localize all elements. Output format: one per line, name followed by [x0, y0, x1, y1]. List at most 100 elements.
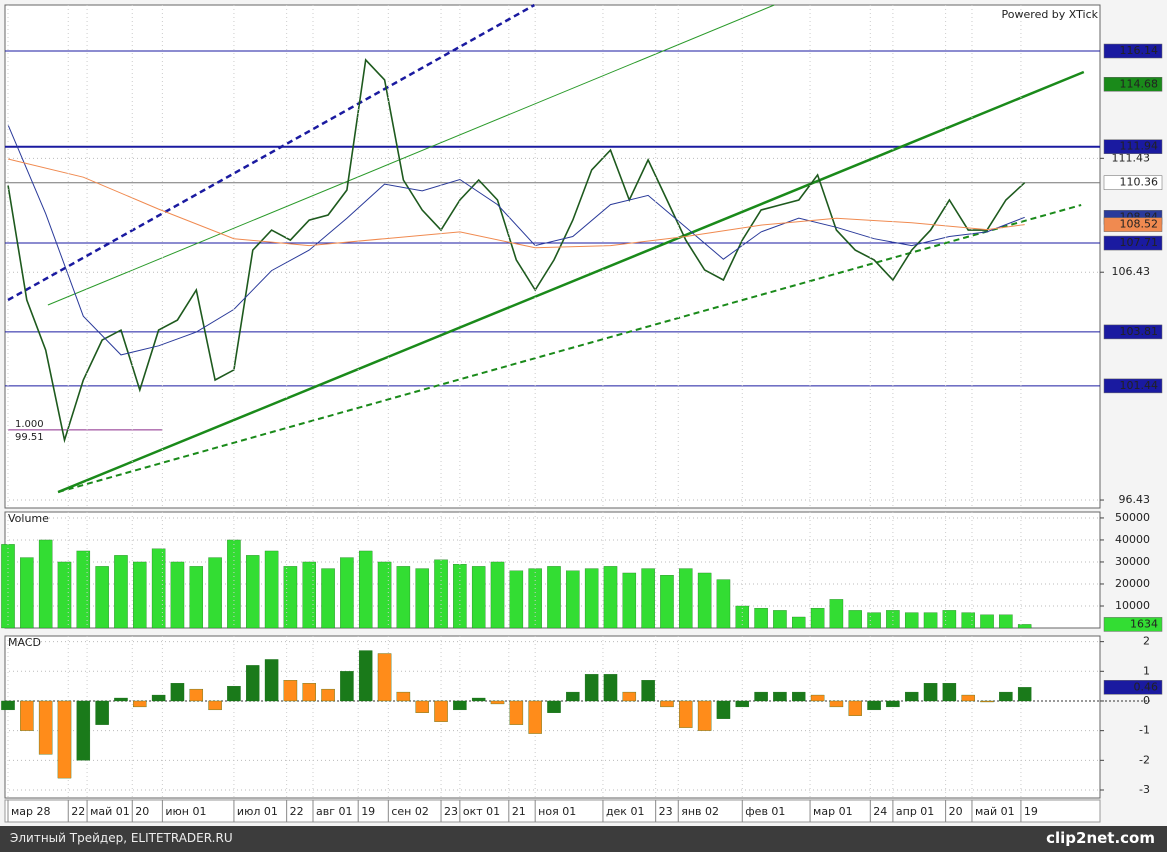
y-tick-label: -3	[1139, 783, 1150, 796]
y-tick-label: -2	[1139, 753, 1150, 766]
x-tick-label: июн 01	[165, 805, 206, 818]
bar	[490, 700, 505, 705]
price-box-label: 101.44	[1120, 379, 1159, 392]
price-box-label: 103.81	[1120, 325, 1159, 338]
bar	[377, 653, 392, 702]
price-box-label: 111.94	[1120, 140, 1159, 153]
y-tick-label: 20000	[1115, 577, 1150, 590]
x-axis-area	[4, 799, 1101, 823]
bar	[961, 612, 975, 629]
x-tick-label: мар 01	[813, 805, 853, 818]
bar	[716, 579, 731, 629]
bar	[38, 539, 53, 629]
bar	[358, 550, 373, 629]
y-tick-label: 10000	[1115, 599, 1150, 612]
bar	[396, 566, 411, 629]
bar	[999, 614, 1013, 629]
bar	[95, 566, 109, 629]
macd-panel	[4, 635, 1101, 799]
bar	[471, 697, 486, 702]
bar	[697, 572, 712, 629]
bar	[867, 700, 881, 711]
bar	[904, 612, 919, 629]
x-tick-label: окт 01	[463, 805, 500, 818]
bar	[566, 691, 580, 702]
bar	[133, 700, 147, 708]
bar	[942, 683, 957, 702]
bar	[547, 566, 561, 629]
bar	[584, 568, 599, 629]
bar	[76, 700, 91, 761]
x-tick-label: 21	[512, 805, 526, 818]
bar	[679, 568, 693, 629]
last-value-label: 0.46	[1134, 680, 1159, 693]
x-tick-label: янв 02	[681, 805, 719, 818]
footer: Элитный Трейдер, ELITETRADER.RU clip2net…	[0, 826, 1167, 852]
bar	[321, 688, 335, 702]
y-tick-label: 40000	[1115, 533, 1150, 546]
bar	[679, 700, 693, 728]
bar	[283, 680, 298, 702]
x-tick-label: авг 01	[316, 805, 353, 818]
site-name: Элитный Трейдер, ELITETRADER.RU	[10, 831, 233, 845]
y-tick-label: 106.43	[1112, 265, 1151, 278]
bar	[170, 561, 185, 629]
bar	[340, 557, 354, 629]
bar	[773, 610, 787, 629]
y-tick-label: 96.43	[1119, 493, 1151, 506]
panel-label: MACD	[8, 636, 41, 649]
bar	[641, 568, 655, 629]
x-tick-label: сен 02	[391, 805, 429, 818]
bar	[867, 612, 881, 629]
bar	[490, 561, 505, 629]
chart: Powered by XTick 96.43 106.43 111.43 1.000 9…	[0, 0, 1167, 826]
bar	[246, 665, 260, 702]
bar	[848, 610, 862, 629]
bar	[848, 700, 862, 716]
x-tick-label: 19	[361, 805, 375, 818]
x-tick-label: 23	[444, 805, 458, 818]
y-tick-label: 30000	[1115, 555, 1150, 568]
bar	[189, 566, 204, 629]
bar	[358, 650, 373, 702]
x-tick-label: 22	[290, 805, 304, 818]
bar	[415, 700, 429, 713]
bar	[321, 568, 335, 629]
moving-average	[7, 124, 1025, 356]
bar	[528, 568, 542, 629]
price-box	[1103, 378, 1163, 394]
bar	[302, 683, 316, 702]
bar	[38, 700, 53, 755]
bar	[170, 683, 185, 702]
bar	[264, 659, 279, 702]
bar	[208, 700, 222, 711]
bar	[114, 555, 128, 629]
bar	[227, 685, 241, 702]
bar	[471, 566, 486, 629]
bar	[810, 608, 825, 629]
x-tick-label: май 01	[90, 805, 130, 818]
bar	[246, 555, 260, 629]
bar	[603, 674, 618, 702]
x-tick-label: 23	[659, 805, 673, 818]
price-box	[1103, 43, 1163, 59]
x-tick-label: 24	[873, 805, 887, 818]
bar	[114, 697, 128, 702]
last-value-box	[1103, 680, 1163, 695]
bar	[904, 691, 919, 702]
bar	[566, 570, 580, 629]
bar	[189, 688, 204, 702]
bar	[886, 610, 900, 629]
panel-label: Volume	[8, 512, 49, 525]
price-panel	[4, 4, 1101, 509]
price-box-label: 107.71	[1120, 236, 1159, 249]
bar	[810, 694, 825, 702]
moving-average	[7, 158, 1025, 249]
bar	[151, 548, 166, 629]
trend-line	[7, 3, 536, 302]
bar	[57, 700, 72, 779]
price-box-label: 110.36	[1120, 176, 1159, 189]
price-box-label: 108.52	[1120, 218, 1159, 231]
bar	[1017, 687, 1032, 702]
